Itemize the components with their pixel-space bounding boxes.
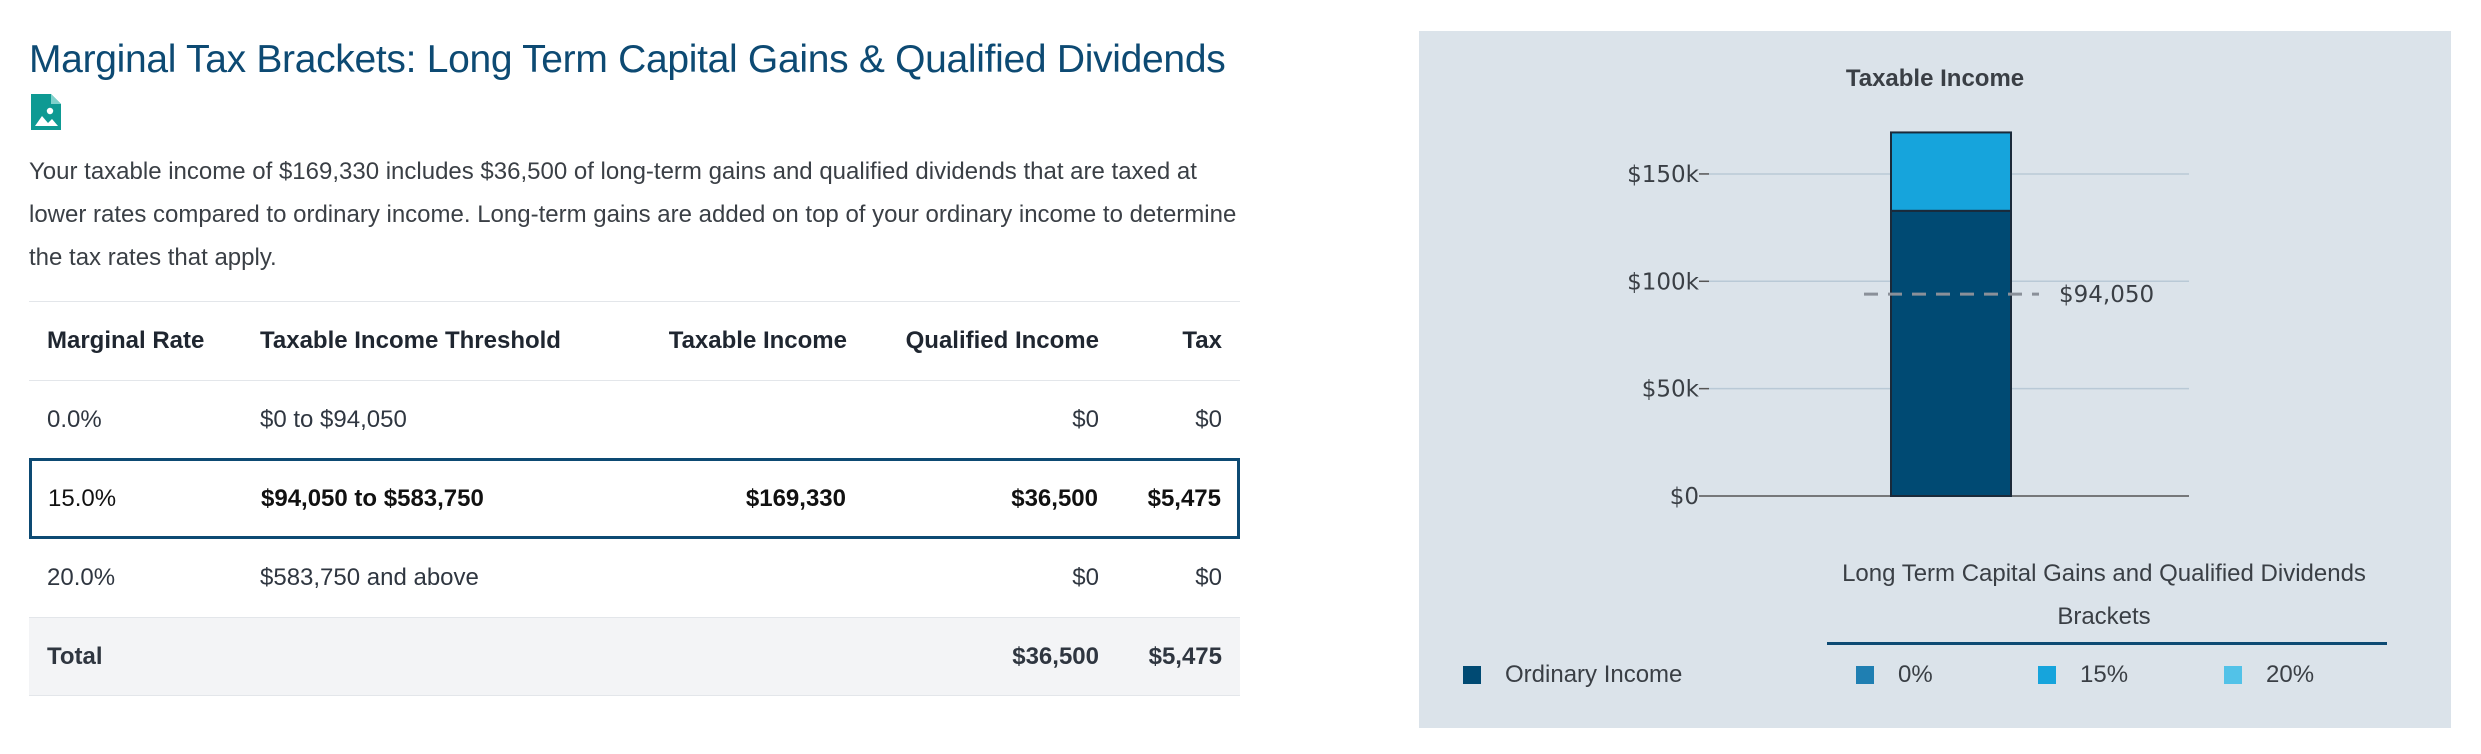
- legend-item-ordinary-income[interactable]: Ordinary Income: [1463, 660, 1682, 690]
- total-qualified-income: $36,500: [1012, 642, 1099, 670]
- column-header-tax: Tax: [1182, 327, 1222, 354]
- table-row: 20.0% $583,750 and above $0 $0: [29, 538, 1240, 617]
- legend-label: 20%: [2266, 661, 2315, 688]
- legend-swatch: [1463, 666, 1481, 684]
- bar-ordinary-income: [1890, 209, 2012, 497]
- legend-item-0-percent[interactable]: 0%: [1856, 660, 1933, 690]
- legend-swatch: [2038, 666, 2056, 684]
- income-description: Your taxable income of $169,330 includes…: [29, 158, 1237, 271]
- qualified-income-cell: $0: [1072, 406, 1099, 433]
- column-header-marginal-rate: Marginal Rate: [47, 327, 205, 354]
- threshold-cell: $0 to $94,050: [260, 406, 407, 433]
- threshold-cell: $583,750 and above: [260, 564, 479, 591]
- bar-qualified-15-percent: [1890, 131, 2012, 212]
- total-label: Total: [47, 642, 103, 670]
- rate-cell: 15.0%: [48, 484, 117, 512]
- chart-title: Taxable Income: [1845, 65, 2025, 92]
- y-tick-label: $50k: [1642, 377, 1700, 403]
- qualified-income-cell: $36,500: [1011, 484, 1098, 512]
- rate-cell: 0.0%: [47, 406, 102, 433]
- legend-label: 15%: [2080, 661, 2129, 688]
- taxable-income-chart: $0 $50k $100k $150k $94,050: [1627, 131, 2189, 510]
- legend-item-20-percent[interactable]: 20%: [2224, 660, 2314, 690]
- table-row: 0.0% $0 to $94,050 $0 $0: [29, 380, 1240, 459]
- tax-brackets-table: Marginal Rate Taxable Income Threshold T…: [29, 301, 1240, 696]
- y-tick-label: $100k: [1627, 269, 1700, 295]
- column-header-qualified-income: Qualified Income: [905, 327, 1099, 354]
- threshold-cell: $94,050 to $583,750: [261, 484, 484, 512]
- tax-cell: $0: [1195, 406, 1222, 433]
- taxable-income-cell: $169,330: [745, 484, 846, 512]
- total-tax: $5,475: [1148, 642, 1222, 670]
- column-header-taxable-income: Taxable Income: [668, 327, 847, 354]
- table-header-row: Marginal Rate Taxable Income Threshold T…: [29, 301, 1240, 380]
- tax-cell: $0: [1195, 564, 1222, 591]
- table-row-highlighted: 15.0% $94,050 to $583,750 $169,330 $36,5…: [29, 458, 1240, 539]
- legend-swatch: [2224, 666, 2242, 684]
- image-document-icon[interactable]: [29, 92, 63, 132]
- table-total-row: Total $36,500 $5,475: [29, 617, 1240, 696]
- rate-cell: 20.0%: [47, 564, 116, 591]
- tax-cell: $5,475: [1147, 484, 1221, 512]
- y-tick-label: $150k: [1627, 162, 1700, 188]
- taxable-income-chart-panel: Taxable Income $0 $50k $100k $150k $94,050 L…: [1419, 31, 2451, 728]
- qualified-income-cell: $0: [1072, 564, 1099, 591]
- legend-item-15-percent[interactable]: 15%: [2038, 660, 2128, 690]
- legend-label: Ordinary Income: [1505, 661, 1683, 688]
- reference-line-label: $94,050: [2059, 282, 2154, 308]
- y-tick-label: $0: [1670, 484, 1699, 510]
- tax-summary-section: Marginal Tax Brackets: Long Term Capital…: [29, 30, 1240, 279]
- page-title: Marginal Tax Brackets: Long Term Capital…: [29, 38, 1226, 81]
- legend-group-divider: [1827, 642, 2387, 645]
- column-header-threshold: Taxable Income Threshold: [260, 327, 561, 354]
- legend-group-title: Long Term Capital Gains and Qualified Di…: [1842, 560, 2366, 630]
- legend-swatch: [1856, 666, 1874, 684]
- legend-label: 0%: [1898, 661, 1933, 688]
